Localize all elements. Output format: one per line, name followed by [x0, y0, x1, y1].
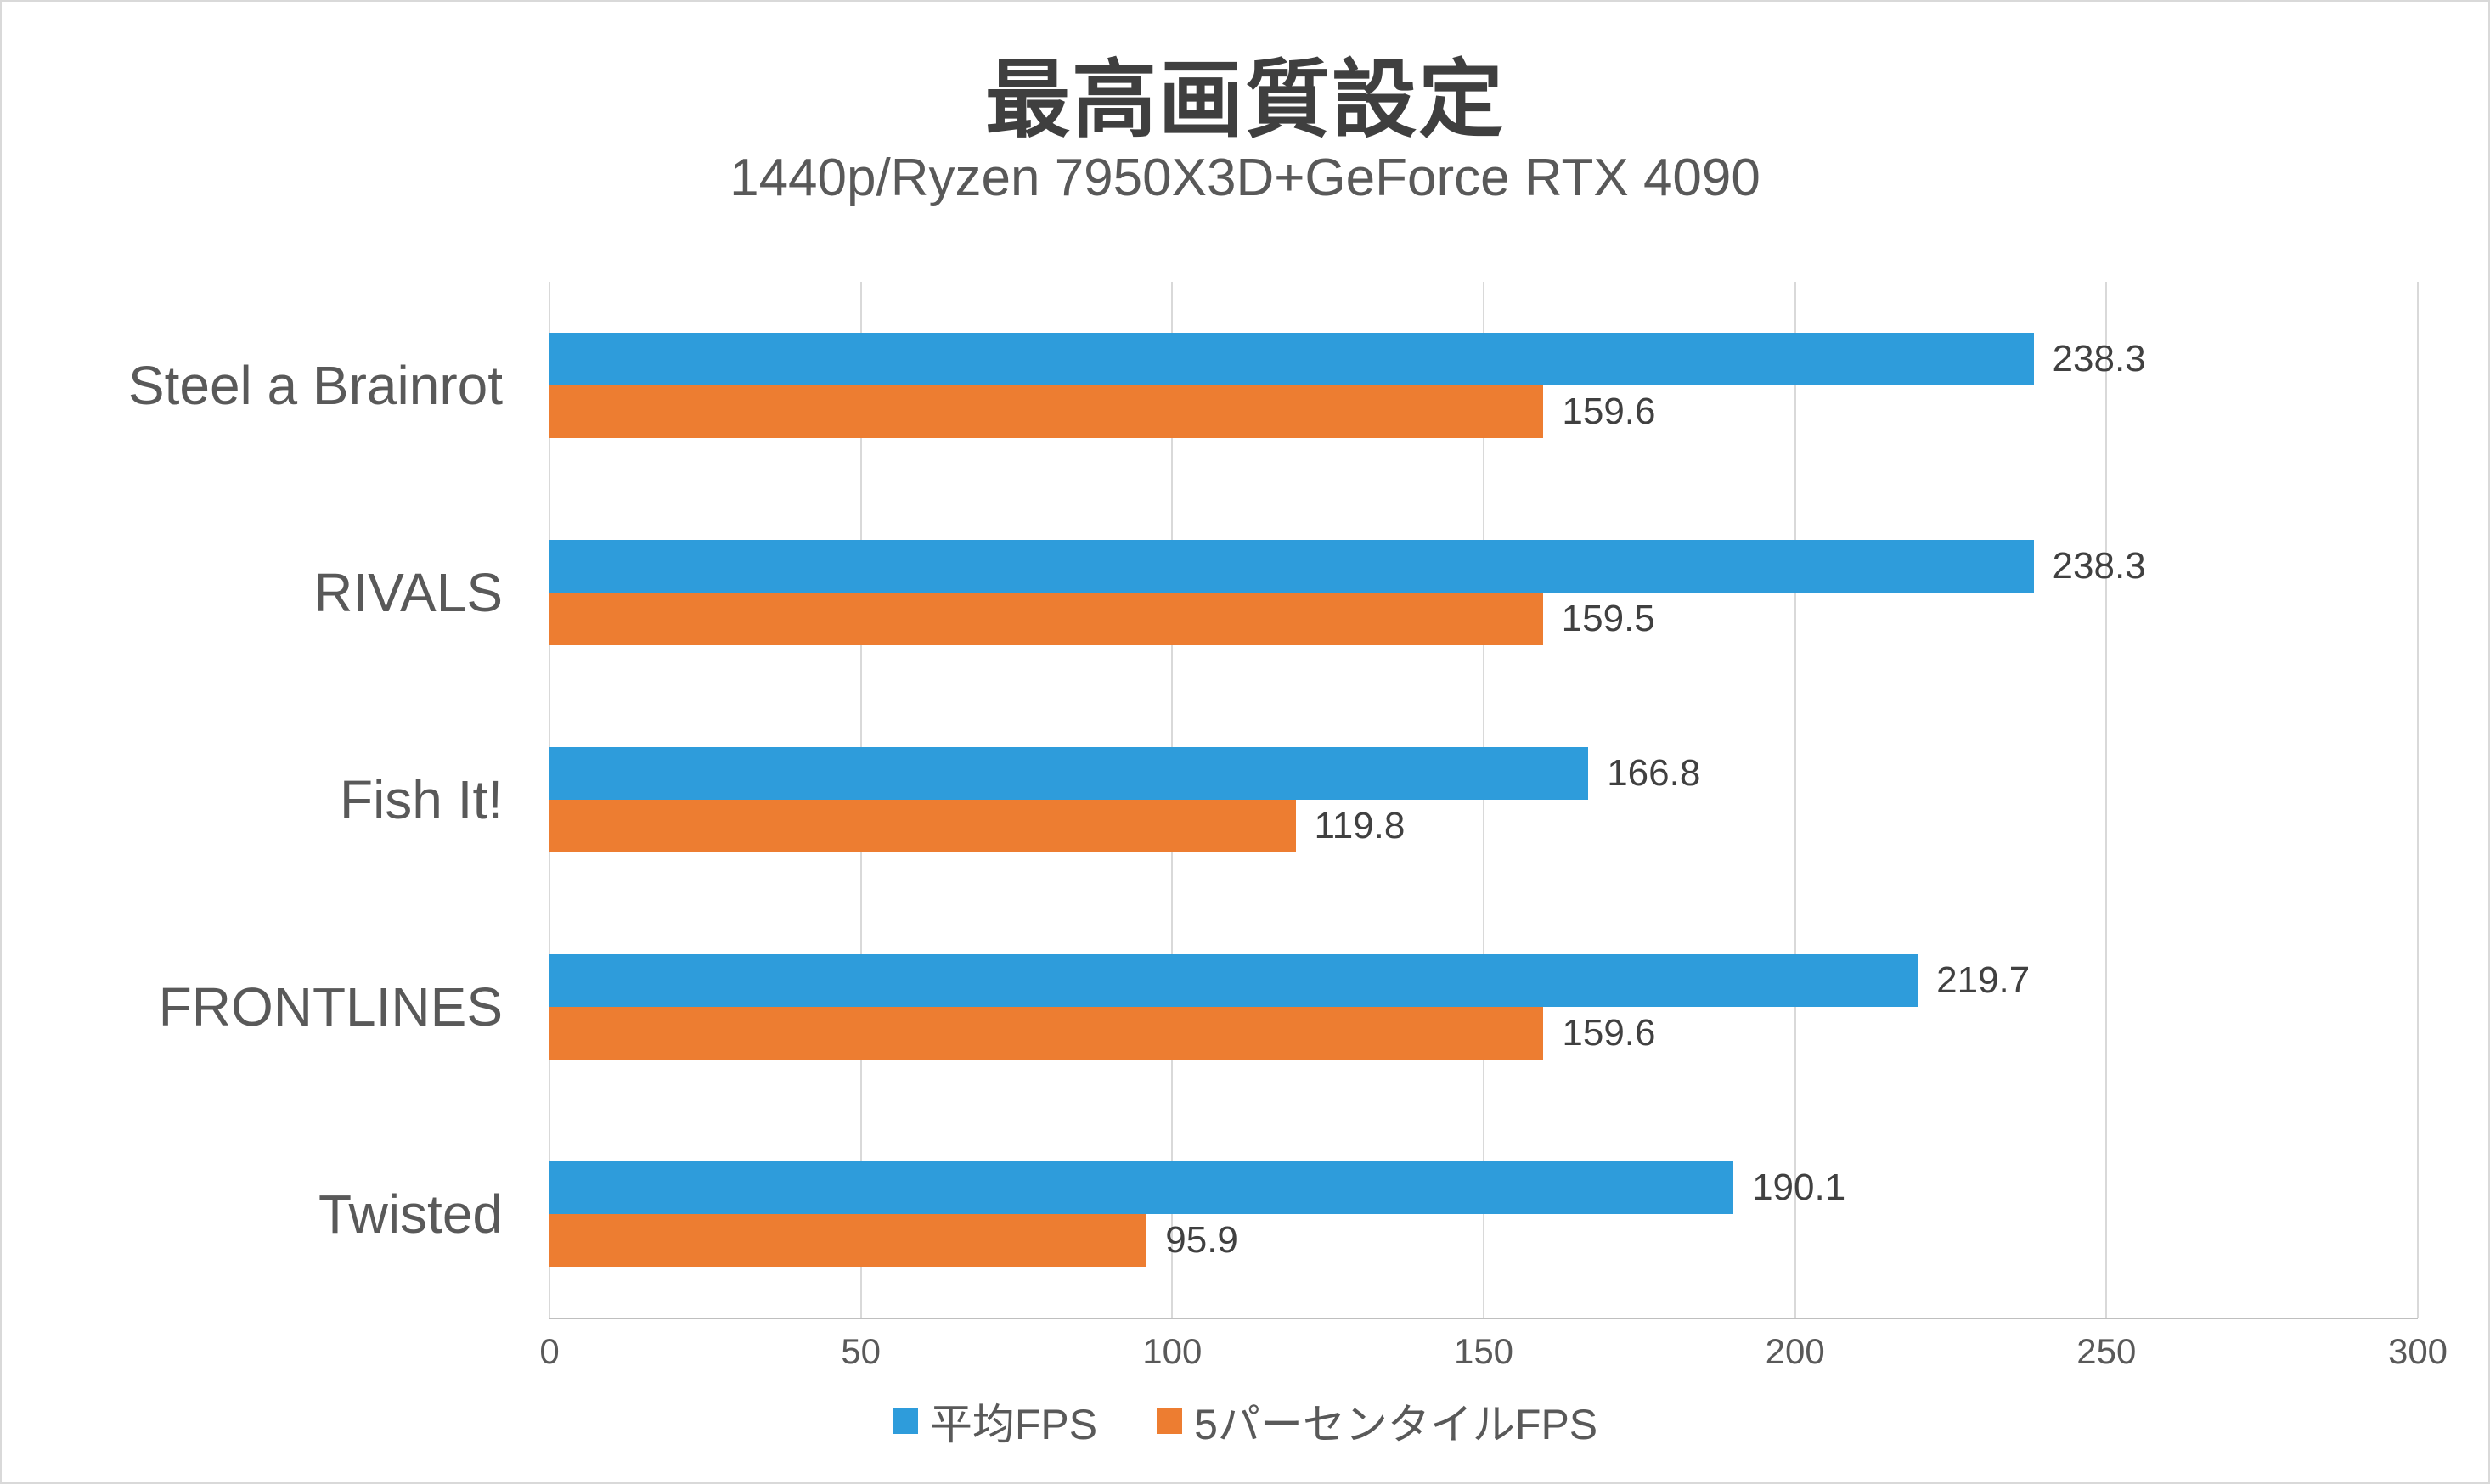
gridline [2105, 282, 2108, 1318]
bar-wrap-p5-fps: 159.6 [549, 385, 2418, 438]
bar-wrap-avg-fps: 238.3 [549, 333, 2418, 385]
x-tick-label: 150 [1453, 1331, 1514, 1371]
bar-group: 238.3 159.5 [549, 540, 2418, 645]
category-row: FRONTLINES 219.7 159.6 [159, 903, 2418, 1110]
bar-p5-fps [549, 1214, 1147, 1267]
category-label: FRONTLINES [158, 976, 503, 1037]
x-tick-label: 250 [2076, 1331, 2137, 1371]
category-row: RIVALS 238.3 159.5 [313, 489, 2418, 696]
chart-subtitle: 1440p/Ryzen 7950X3D+GeForce RTX 4090 [730, 149, 1760, 207]
value-label: 119.8 [1314, 805, 1406, 846]
category-row: Twisted 190.1 95.9 [318, 1110, 2418, 1318]
legend-item-avg-fps: 平均FPS [892, 1391, 1098, 1452]
bar-group: 238.3 159.6 [549, 333, 2418, 438]
bar-wrap-p5-fps: 159.5 [549, 593, 2418, 645]
legend-item-p5-fps: 5パーセンタイルFPS [1157, 1391, 1597, 1452]
bar-p5-fps [549, 385, 1544, 438]
chart-title: 最高画質設定 [985, 53, 1505, 148]
bar-group: 219.7 159.6 [549, 954, 2418, 1060]
value-label: 159.6 [1562, 391, 1656, 432]
bar-wrap-avg-fps: 190.1 [549, 1161, 2418, 1214]
legend-swatch-avg-fps [892, 1408, 918, 1434]
legend-label-avg-fps: 平均FPS [929, 1401, 1098, 1448]
x-tick-label: 300 [2387, 1331, 2448, 1371]
x-tick-label: 0 [539, 1331, 560, 1371]
category-row: Steel a Brainrot 238.3 159.6 [128, 282, 2418, 489]
bar-wrap-avg-fps: 166.8 [549, 747, 2418, 800]
bar-avg-fps [549, 1161, 1734, 1214]
value-label: 159.5 [1561, 598, 1655, 639]
gridline [2417, 282, 2419, 1318]
bar-p5-fps [549, 1007, 1544, 1060]
category-row: Fish It! 166.8 119.8 [340, 696, 2418, 903]
legend-swatch-p5-fps [1157, 1408, 1183, 1434]
gridline [1794, 282, 1796, 1318]
value-label: 159.6 [1562, 1012, 1656, 1054]
bar-wrap-p5-fps: 119.8 [549, 800, 2418, 852]
bar-p5-fps [549, 800, 1296, 852]
value-label: 219.7 [1936, 959, 2031, 1001]
bar-wrap-p5-fps: 159.6 [549, 1007, 2418, 1060]
value-label: 238.3 [2052, 545, 2146, 587]
legend: 平均FPS 5パーセンタイルFPS [2, 1391, 2488, 1452]
bar-wrap-avg-fps: 238.3 [549, 540, 2418, 593]
x-tick-label: 50 [841, 1331, 882, 1371]
legend-label-p5-fps: 5パーセンタイルFPS [1194, 1401, 1598, 1448]
x-tick-label: 100 [1142, 1331, 1203, 1371]
bar-avg-fps [549, 954, 1918, 1007]
bar-p5-fps [549, 593, 1543, 645]
value-label: 238.3 [2052, 338, 2146, 379]
gridline [1483, 282, 1484, 1318]
category-label: Twisted [318, 1183, 503, 1245]
bar-avg-fps [549, 747, 1589, 800]
category-label: RIVALS [313, 562, 503, 623]
x-tick-label: 200 [1765, 1331, 1825, 1371]
bar-group: 166.8 119.8 [549, 747, 2418, 852]
bar-group: 190.1 95.9 [549, 1161, 2418, 1267]
category-label: Steel a Brainrot [127, 355, 503, 416]
x-axis: 0 50 100 150 200 250 300 [539, 1331, 2448, 1382]
bar-avg-fps [549, 540, 2034, 593]
bar-wrap-p5-fps: 95.9 [549, 1214, 2418, 1267]
category-label: Fish It! [339, 769, 503, 830]
value-label: 190.1 [1752, 1166, 1846, 1208]
bar-avg-fps [549, 333, 2034, 385]
plot-area: Steel a Brainrot 238.3 159.6 RIVALS 238.3 159… [128, 282, 2419, 1319]
bar-wrap-avg-fps: 219.7 [549, 954, 2418, 1007]
value-label: 95.9 [1165, 1219, 1238, 1261]
value-label: 166.8 [1607, 752, 1701, 794]
